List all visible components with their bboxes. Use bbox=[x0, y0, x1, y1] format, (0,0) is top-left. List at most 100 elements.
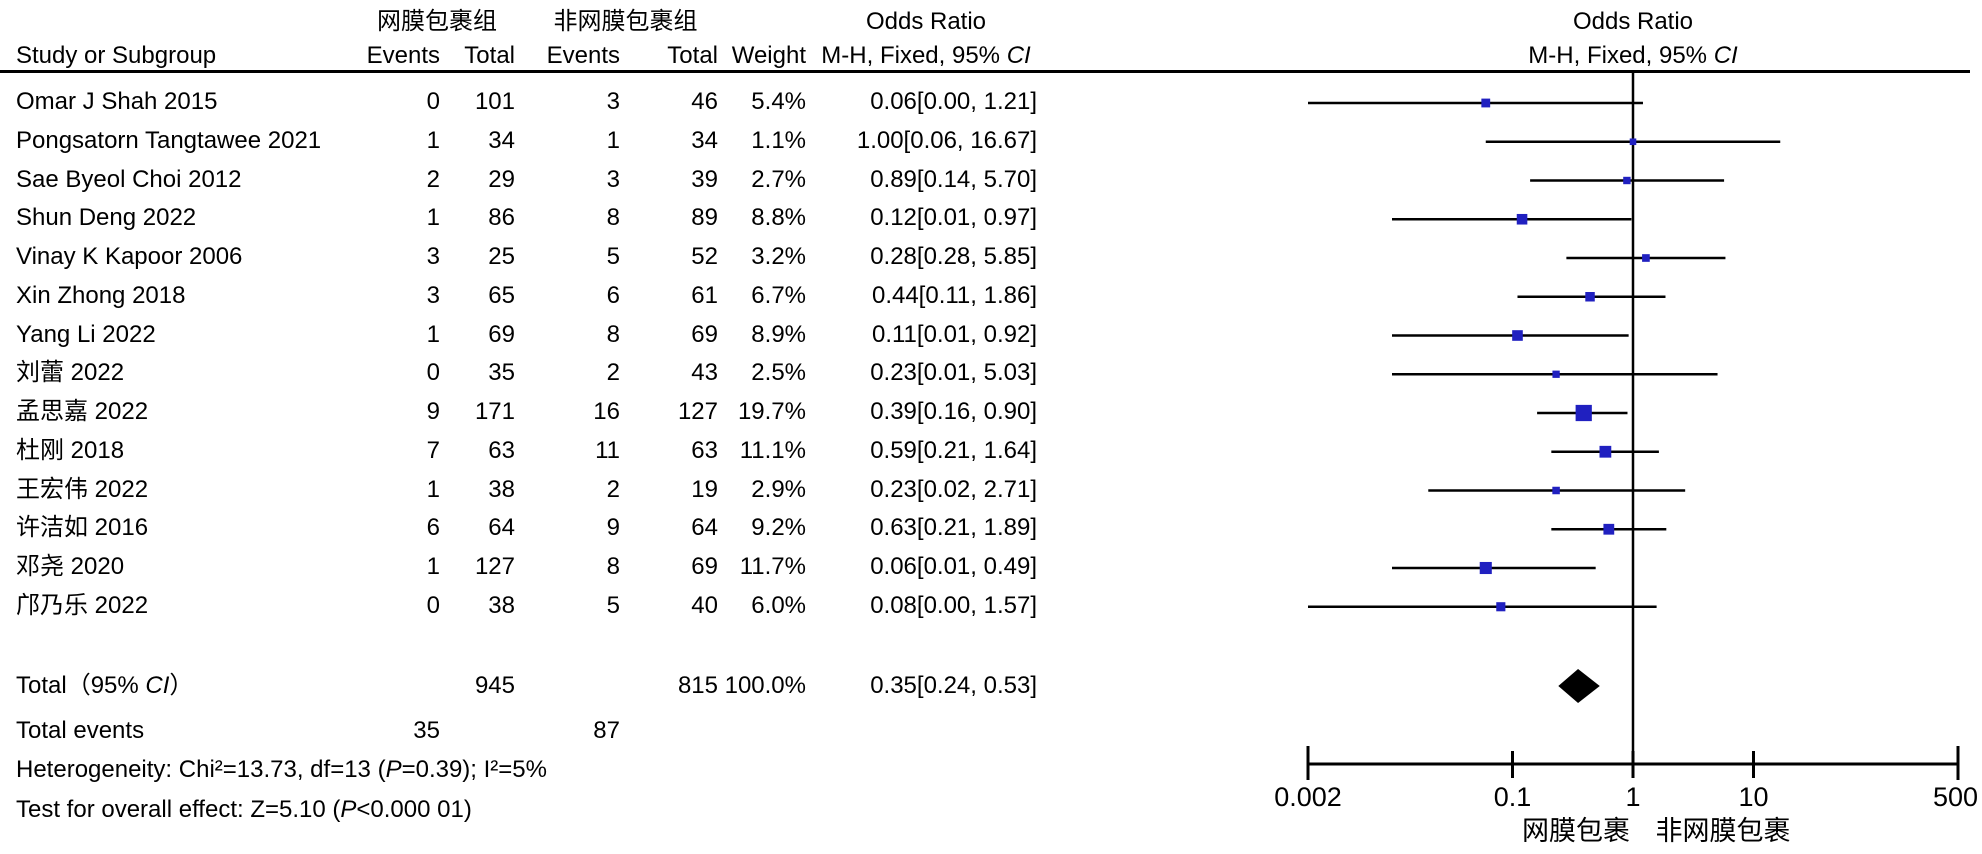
events-exp: 2 bbox=[426, 165, 440, 193]
experimental-group-header: 网膜包裹组 bbox=[377, 8, 497, 35]
events2-column-header: Events bbox=[546, 42, 620, 69]
header-divider bbox=[0, 70, 1970, 73]
events-ctrl: 11 bbox=[595, 436, 620, 464]
or-marker bbox=[1642, 254, 1650, 262]
total-ctrl: 89 bbox=[691, 204, 718, 232]
axis-tick-label-500: 500 bbox=[1933, 782, 1978, 812]
study-name: Sae Byeol Choi 2012 bbox=[16, 165, 242, 193]
or-ci-value: 0.89[0.14, 5.70] bbox=[870, 165, 1037, 193]
total-events-label: Total events bbox=[16, 717, 145, 744]
weight: 9.2% bbox=[751, 514, 806, 542]
total-ctrl: 127 bbox=[677, 398, 718, 425]
total-exp: 63 bbox=[488, 436, 515, 464]
total-exp: 38 bbox=[488, 475, 515, 503]
events-exp: 1 bbox=[426, 475, 440, 503]
favours-control-label: 非网膜包裹 bbox=[1656, 816, 1791, 846]
total-ctrl: 43 bbox=[691, 359, 718, 387]
or-ci-value: 0.08[0.00, 1.57] bbox=[870, 591, 1037, 619]
favours-experimental-label: 网膜包裹 bbox=[1522, 816, 1630, 846]
or-ci-value: 0.06[0.00, 1.21] bbox=[870, 88, 1037, 115]
study-name: 杜刚 2018 bbox=[16, 436, 125, 464]
total-exp: 34 bbox=[488, 126, 515, 154]
total-ctrl: 40 bbox=[691, 591, 718, 619]
study-row: 孟思嘉 2022 9 171 16 127 19.7% 0.39[0.16, 0.90] bbox=[0, 397, 1240, 427]
total-exp: 64 bbox=[488, 514, 515, 542]
total-exp: 69 bbox=[488, 320, 515, 348]
or-ci-value: 0.63[0.21, 1.89] bbox=[870, 514, 1037, 542]
or-marker bbox=[1516, 213, 1528, 225]
or-ci-value: 0.12[0.01, 0.97] bbox=[870, 204, 1037, 232]
total-events-row: Total events 35 87 bbox=[0, 716, 1240, 746]
mh-ci-column-header: M-H, Fixed, 95% CI bbox=[821, 42, 1031, 69]
events-exp: 1 bbox=[426, 126, 440, 154]
weight: 6.7% bbox=[751, 281, 806, 309]
axis-tick-label-0.1: 0.1 bbox=[1494, 782, 1532, 812]
study-row: 许洁如 2016 6 64 9 64 9.2% 0.63[0.21, 1.89] bbox=[0, 513, 1240, 543]
total-weight: 100.0% bbox=[724, 672, 806, 699]
weight: 8.8% bbox=[751, 204, 806, 232]
total2-column-header: Total bbox=[667, 42, 718, 69]
total-ctrl: 46 bbox=[691, 88, 718, 115]
overall-effect-stat: Test for overall effect: Z=5.10 (P<0.000… bbox=[16, 796, 472, 823]
total-label: Total（95% CI） bbox=[16, 672, 194, 699]
odds-ratio-plot-title: Odds Ratio bbox=[1572, 8, 1694, 35]
events-ctrl: 2 bbox=[606, 359, 620, 387]
control-group-header: 非网膜包裹组 bbox=[553, 8, 698, 35]
study-name: 许洁如 2016 bbox=[16, 514, 149, 542]
study-row: 王宏伟 2022 1 38 2 19 2.9% 0.23[0.02, 2.71] bbox=[0, 475, 1240, 505]
or-marker bbox=[1481, 98, 1491, 108]
study-row: Yang Li 2022 1 69 8 69 8.9% 0.11[0.01, 0.92] bbox=[0, 320, 1240, 350]
study-row: Shun Deng 2022 1 86 8 89 8.8% 0.12[0.01, 0.97] bbox=[0, 203, 1240, 233]
or-marker bbox=[1496, 602, 1506, 612]
or-ci-value: 0.06[0.01, 0.49] bbox=[870, 553, 1037, 580]
total-diamond bbox=[1558, 669, 1600, 703]
or-marker bbox=[1575, 404, 1592, 422]
weight: 2.5% bbox=[751, 359, 806, 387]
study-row: Xin Zhong 2018 3 65 6 61 6.7% 0.44[0.11, 1.86] bbox=[0, 281, 1240, 311]
or-ci-value: 0.23[0.02, 2.71] bbox=[870, 475, 1037, 503]
weight: 1.1% bbox=[751, 126, 806, 154]
events-ctrl: 3 bbox=[606, 88, 620, 115]
study-name: Xin Zhong 2018 bbox=[16, 281, 186, 309]
events-ctrl: 6 bbox=[606, 281, 620, 309]
study-name: Vinay K Kapoor 2006 bbox=[16, 243, 243, 270]
or-ci-value: 0.39[0.16, 0.90] bbox=[870, 398, 1037, 425]
or-marker bbox=[1585, 292, 1595, 302]
study-row: 邓尧 2020 1 127 8 69 11.7% 0.06[0.01, 0.49] bbox=[0, 552, 1240, 582]
total-exp: 127 bbox=[474, 553, 515, 580]
total-exp: 65 bbox=[488, 281, 515, 309]
events-ctrl: 5 bbox=[606, 591, 620, 619]
events-ctrl: 2 bbox=[606, 475, 620, 503]
or-marker bbox=[1552, 370, 1560, 378]
events-exp: 9 bbox=[426, 398, 440, 425]
or-ci-value: 0.23[0.01, 5.03] bbox=[870, 359, 1037, 387]
events-exp: 7 bbox=[426, 436, 440, 464]
total-or-value: 0.35[0.24, 0.53] bbox=[870, 672, 1037, 699]
weight: 2.9% bbox=[751, 475, 806, 503]
total-ctrl: 39 bbox=[691, 165, 718, 193]
or-ci-value: 0.59[0.21, 1.64] bbox=[870, 436, 1037, 464]
study-name: Pongsatorn Tangtawee 2021 bbox=[16, 126, 322, 154]
total-events-exp: 35 bbox=[413, 717, 440, 744]
weight: 19.7% bbox=[737, 398, 806, 425]
events-exp: 1 bbox=[426, 204, 440, 232]
weight: 8.9% bbox=[751, 320, 806, 348]
events-exp: 3 bbox=[426, 243, 440, 270]
total-exp: 25 bbox=[488, 243, 515, 270]
study-name: 邝乃乐 2022 bbox=[16, 591, 149, 619]
study-row: Omar J Shah 2015 0 101 3 46 5.4% 0.06[0.00, 1.… bbox=[0, 87, 1240, 117]
total-exp: 171 bbox=[474, 398, 515, 425]
or-marker bbox=[1552, 486, 1560, 495]
weight: 5.4% bbox=[751, 88, 806, 115]
study-column-header: Study or Subgroup bbox=[16, 42, 217, 69]
or-marker bbox=[1512, 330, 1523, 341]
events-exp: 1 bbox=[426, 553, 440, 580]
study-row: Pongsatorn Tangtawee 2021 1 34 1 34 1.1% 1.00[… bbox=[0, 126, 1240, 156]
events-ctrl: 1 bbox=[606, 126, 620, 154]
weight: 3.2% bbox=[751, 243, 806, 270]
total-exp: 38 bbox=[488, 591, 515, 619]
total-exp: 29 bbox=[488, 165, 515, 193]
events-ctrl: 16 bbox=[593, 398, 620, 425]
total-participants-ctrl: 815 bbox=[677, 672, 718, 699]
